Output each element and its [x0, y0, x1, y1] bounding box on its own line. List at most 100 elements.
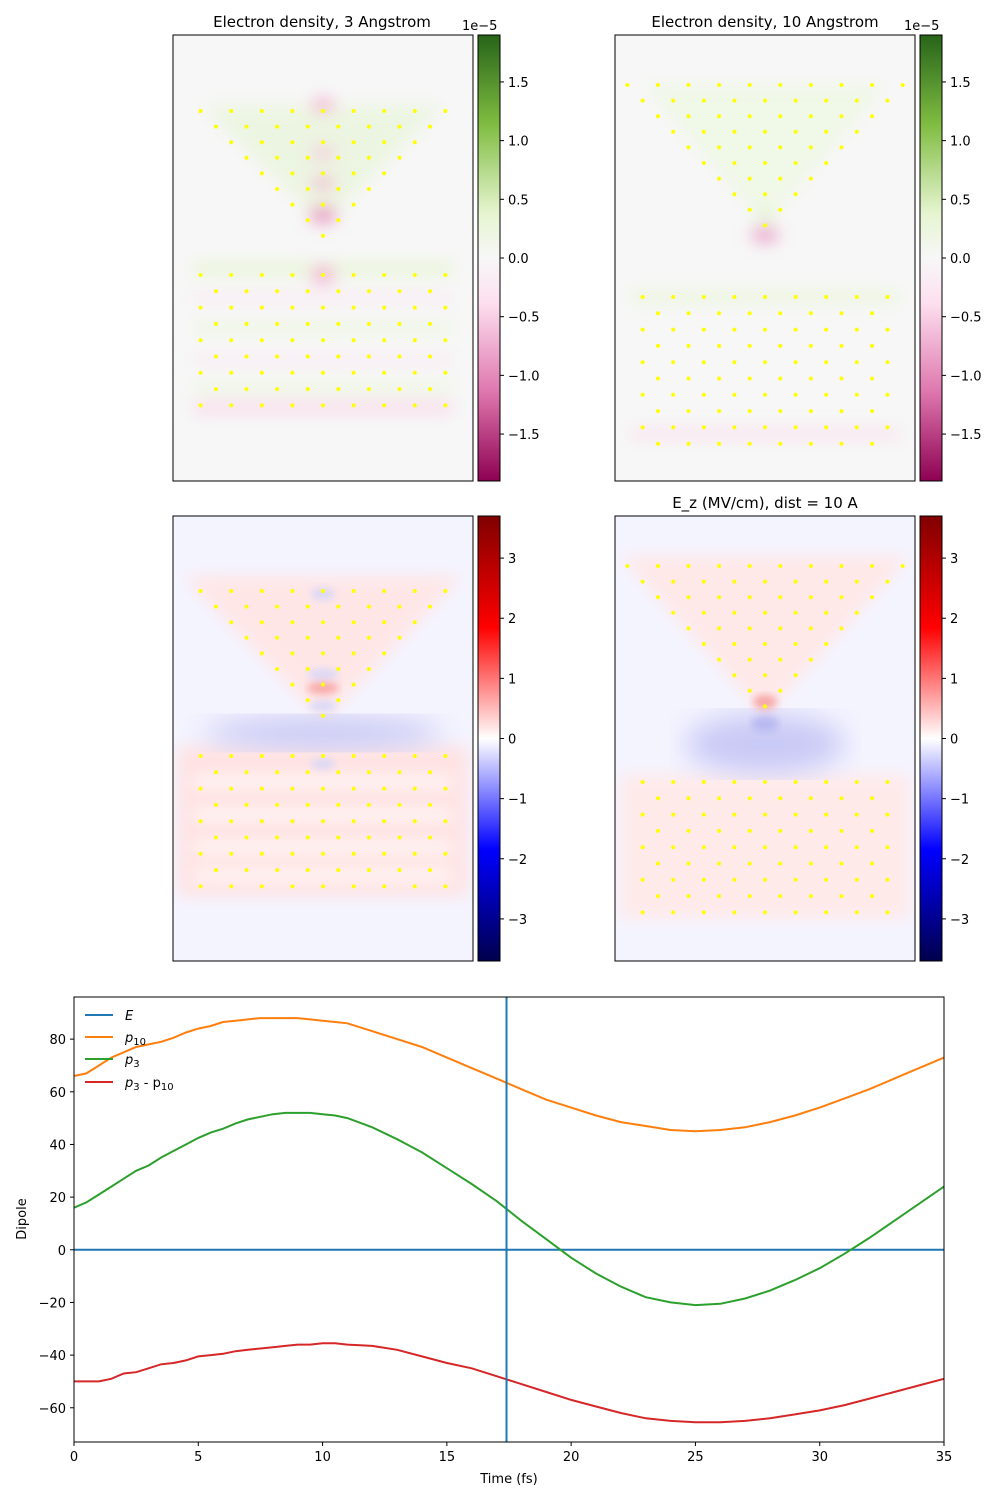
atom-marker — [686, 828, 691, 833]
atom-marker — [793, 845, 798, 850]
atom-marker — [763, 360, 767, 365]
atom-marker — [747, 564, 752, 568]
atom-marker — [382, 819, 387, 824]
atom-marker — [305, 155, 310, 160]
atom-marker — [366, 321, 371, 326]
atom-marker — [839, 409, 844, 414]
atom-marker — [198, 109, 203, 113]
atom-marker — [366, 667, 371, 671]
atom-marker — [366, 604, 371, 609]
atom-marker — [686, 311, 691, 316]
atom-marker — [625, 564, 630, 568]
atom-marker — [854, 780, 859, 784]
atom-marker — [351, 370, 356, 375]
atom-marker — [778, 796, 783, 801]
atom-marker — [778, 657, 783, 662]
colorbar-tick-label: 1.5 — [508, 76, 529, 91]
atom-marker — [793, 812, 798, 817]
atom-marker — [717, 311, 722, 316]
atom-marker — [732, 812, 737, 817]
atom-marker — [259, 589, 264, 593]
atom-marker — [671, 910, 676, 915]
atom-marker — [275, 124, 280, 129]
atom-marker — [701, 610, 706, 615]
atom-marker — [839, 441, 844, 446]
atom-marker — [244, 604, 249, 609]
legend-label-diff: p3 - p10 — [124, 1076, 174, 1093]
atom-marker — [229, 786, 234, 791]
atom-marker — [290, 273, 295, 277]
atom-marker — [732, 129, 737, 134]
atom-marker — [717, 595, 722, 600]
atom-marker — [229, 620, 234, 625]
atom-marker — [321, 109, 325, 113]
atom-marker — [321, 202, 325, 207]
colorbar-2-exponent: 1e−5 — [904, 19, 939, 34]
atom-marker — [839, 595, 844, 600]
atom-marker — [397, 770, 402, 775]
atom-marker — [336, 835, 341, 840]
colorbar-tick-label: 2 — [508, 612, 516, 627]
atom-marker — [336, 124, 341, 129]
atom-marker — [793, 610, 798, 615]
colorbar-tick-label: −1.5 — [950, 428, 982, 443]
atom-marker — [259, 819, 264, 824]
atom-marker — [351, 109, 356, 113]
atom-marker — [655, 564, 660, 568]
atom-marker — [229, 370, 234, 375]
atom-marker — [321, 682, 325, 687]
atom-marker — [397, 321, 402, 326]
legend-label-p3: p3 — [124, 1053, 140, 1070]
atom-marker — [275, 187, 280, 191]
atom-marker — [839, 145, 844, 150]
atom-marker — [885, 812, 890, 817]
atom-marker — [701, 579, 706, 584]
atom-marker — [717, 796, 722, 801]
atom-marker — [366, 770, 371, 775]
atom-marker — [732, 192, 737, 197]
atom-marker — [747, 861, 752, 866]
atom-marker — [900, 83, 905, 87]
colorbar-tick-label: −1 — [508, 793, 527, 808]
atom-marker — [412, 786, 417, 791]
atom-marker — [428, 124, 433, 129]
atom-marker — [321, 171, 325, 176]
atom-marker — [443, 819, 448, 824]
y-tick-label: 40 — [49, 1138, 66, 1153]
atom-marker — [717, 861, 722, 866]
atom-marker — [717, 83, 722, 87]
colorbar-tick-label: 1.0 — [508, 135, 529, 150]
atom-marker — [808, 343, 813, 348]
atom-marker — [428, 289, 433, 294]
atom-marker — [305, 218, 310, 223]
atom-marker — [336, 387, 341, 392]
atom-marker — [778, 343, 783, 348]
atom-marker — [870, 796, 875, 801]
atom-marker — [229, 403, 234, 408]
atom-marker — [397, 289, 402, 294]
atom-marker — [747, 595, 752, 600]
atom-marker — [305, 802, 310, 807]
y-tick-label: −20 — [39, 1296, 66, 1311]
atom-marker — [870, 409, 875, 414]
atom-marker — [808, 796, 813, 801]
atom-marker — [412, 589, 417, 593]
atom-marker — [290, 851, 295, 856]
atom-marker — [870, 894, 875, 899]
atom-marker — [336, 802, 341, 807]
atom-marker — [351, 819, 356, 824]
atom-marker — [793, 98, 798, 103]
atom-marker — [412, 109, 417, 113]
atom-marker — [701, 392, 706, 397]
atom-marker — [290, 589, 295, 593]
atom-marker — [717, 441, 722, 446]
atom-marker — [778, 441, 783, 446]
atom-marker — [229, 589, 234, 593]
atom-marker — [213, 321, 218, 326]
atom-marker — [854, 610, 859, 615]
atom-marker — [397, 635, 402, 640]
atom-marker — [290, 370, 295, 375]
atom-marker — [671, 129, 676, 134]
atom-marker — [763, 425, 767, 430]
